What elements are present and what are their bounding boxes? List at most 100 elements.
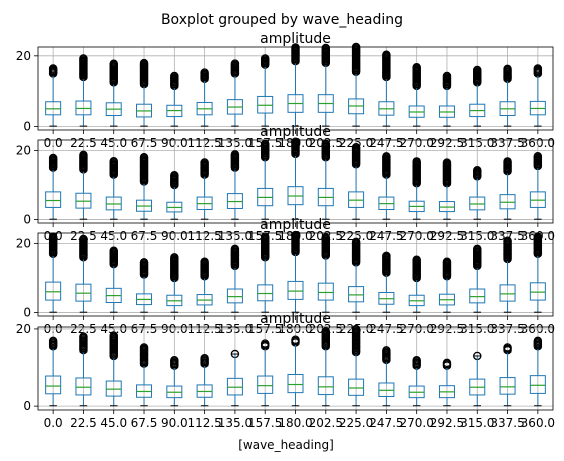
x-tick-label: 337.5 bbox=[490, 416, 524, 430]
y-tick-label: 20 bbox=[16, 236, 31, 250]
outlier-point bbox=[170, 253, 179, 262]
box-292.5 bbox=[438, 257, 455, 313]
subplot-title: amplitude bbox=[260, 124, 331, 140]
box-90.0 bbox=[166, 71, 183, 127]
box-180.0 bbox=[287, 137, 304, 220]
box-360.0 bbox=[529, 64, 546, 127]
outlier-point bbox=[48, 153, 58, 163]
box-247.5 bbox=[378, 251, 395, 313]
outlier-point bbox=[412, 355, 421, 365]
outlier-point bbox=[473, 244, 482, 254]
outlier-point bbox=[79, 234, 88, 244]
outlier-point bbox=[230, 244, 240, 254]
box-337.5 bbox=[499, 343, 516, 407]
box-135.0 bbox=[226, 150, 243, 220]
x-tick-label: 0.0 bbox=[44, 416, 63, 430]
outlier-point bbox=[48, 336, 58, 346]
outlier-point bbox=[291, 335, 300, 344]
box-iqr bbox=[257, 375, 274, 394]
y-tick-label: 0 bbox=[23, 119, 31, 133]
box-292.5 bbox=[438, 358, 455, 407]
box-iqr bbox=[257, 284, 274, 302]
box-iqr bbox=[75, 377, 92, 396]
outlier-point bbox=[321, 327, 331, 336]
box-iqr bbox=[287, 373, 304, 394]
outlier-point bbox=[139, 58, 149, 68]
box-270.0 bbox=[408, 157, 425, 220]
outlier-point bbox=[503, 157, 512, 166]
outlier-point bbox=[260, 54, 270, 63]
box-202.5 bbox=[317, 233, 334, 313]
outlier-point bbox=[382, 346, 391, 355]
box-22.5 bbox=[75, 54, 92, 127]
box-247.5 bbox=[378, 50, 395, 127]
box-45.0 bbox=[105, 331, 122, 407]
box-iqr bbox=[348, 378, 365, 396]
outlier-point bbox=[442, 257, 452, 266]
subplot-title: amplitude bbox=[260, 217, 331, 233]
outlier-point bbox=[351, 143, 361, 152]
figure-suptitle: Boxplot grouped by wave_heading bbox=[161, 12, 403, 28]
y-tick-label: 0 bbox=[23, 399, 31, 413]
x-tick-label: 225.0 bbox=[339, 416, 373, 430]
x-tick-label: 22.5 bbox=[70, 416, 97, 430]
box-22.5 bbox=[75, 150, 92, 220]
box-0.0 bbox=[45, 153, 62, 220]
box-iqr bbox=[45, 281, 62, 301]
outlier-point bbox=[48, 64, 58, 73]
x-tick-label: 45.0 bbox=[100, 416, 127, 430]
box-315.0 bbox=[469, 351, 486, 407]
box-90.0 bbox=[166, 253, 183, 313]
outlier-point bbox=[533, 152, 543, 161]
box-112.5 bbox=[196, 257, 213, 313]
box-0.0 bbox=[45, 336, 62, 407]
outlier-point bbox=[170, 171, 179, 180]
outlier-point bbox=[473, 65, 482, 75]
box-iqr bbox=[529, 282, 546, 301]
box-67.5 bbox=[136, 58, 153, 127]
outlier-point bbox=[79, 54, 88, 63]
outlier-point bbox=[442, 158, 452, 167]
outlier-point bbox=[291, 230, 300, 240]
box-225.0 bbox=[348, 237, 365, 313]
outlier-point bbox=[321, 43, 331, 53]
outlier-point bbox=[109, 246, 118, 256]
box-315.0 bbox=[469, 65, 486, 127]
outlier-point bbox=[412, 255, 421, 265]
outlier-point bbox=[200, 158, 209, 167]
x-tick-label: 315.0 bbox=[460, 416, 494, 430]
outlier-point bbox=[473, 166, 482, 175]
outlier-point bbox=[109, 59, 118, 69]
x-tick-label: 360.0 bbox=[521, 416, 555, 430]
y-tick-label: 20 bbox=[16, 143, 31, 157]
box-337.5 bbox=[499, 157, 516, 220]
box-112.5 bbox=[196, 68, 213, 127]
x-tick-label: 90.0 bbox=[161, 416, 188, 430]
outlier-point bbox=[200, 354, 209, 363]
box-270.0 bbox=[408, 255, 425, 313]
box-157.5 bbox=[257, 339, 274, 407]
box-180.0 bbox=[287, 230, 304, 313]
y-tick-label: 0 bbox=[23, 306, 31, 320]
box-67.5 bbox=[136, 258, 153, 313]
box-iqr bbox=[317, 376, 334, 396]
box-360.0 bbox=[529, 232, 546, 313]
outlier-point bbox=[170, 71, 179, 81]
x-tick-label: 180.0 bbox=[278, 416, 312, 430]
outlier-point bbox=[139, 343, 149, 352]
x-tick-label: 157.5 bbox=[248, 416, 282, 430]
outlier-point bbox=[503, 236, 512, 246]
box-180.0 bbox=[287, 43, 304, 127]
outlier-point bbox=[321, 233, 331, 242]
box-135.0 bbox=[226, 349, 243, 407]
outlier-point bbox=[351, 324, 361, 334]
box-337.5 bbox=[499, 64, 516, 127]
box-iqr bbox=[287, 280, 304, 300]
y-tick-label: 20 bbox=[16, 322, 31, 336]
box-157.5 bbox=[257, 232, 274, 313]
box-202.5 bbox=[317, 43, 334, 127]
box-135.0 bbox=[226, 59, 243, 127]
y-tick-label: 0 bbox=[23, 213, 31, 227]
